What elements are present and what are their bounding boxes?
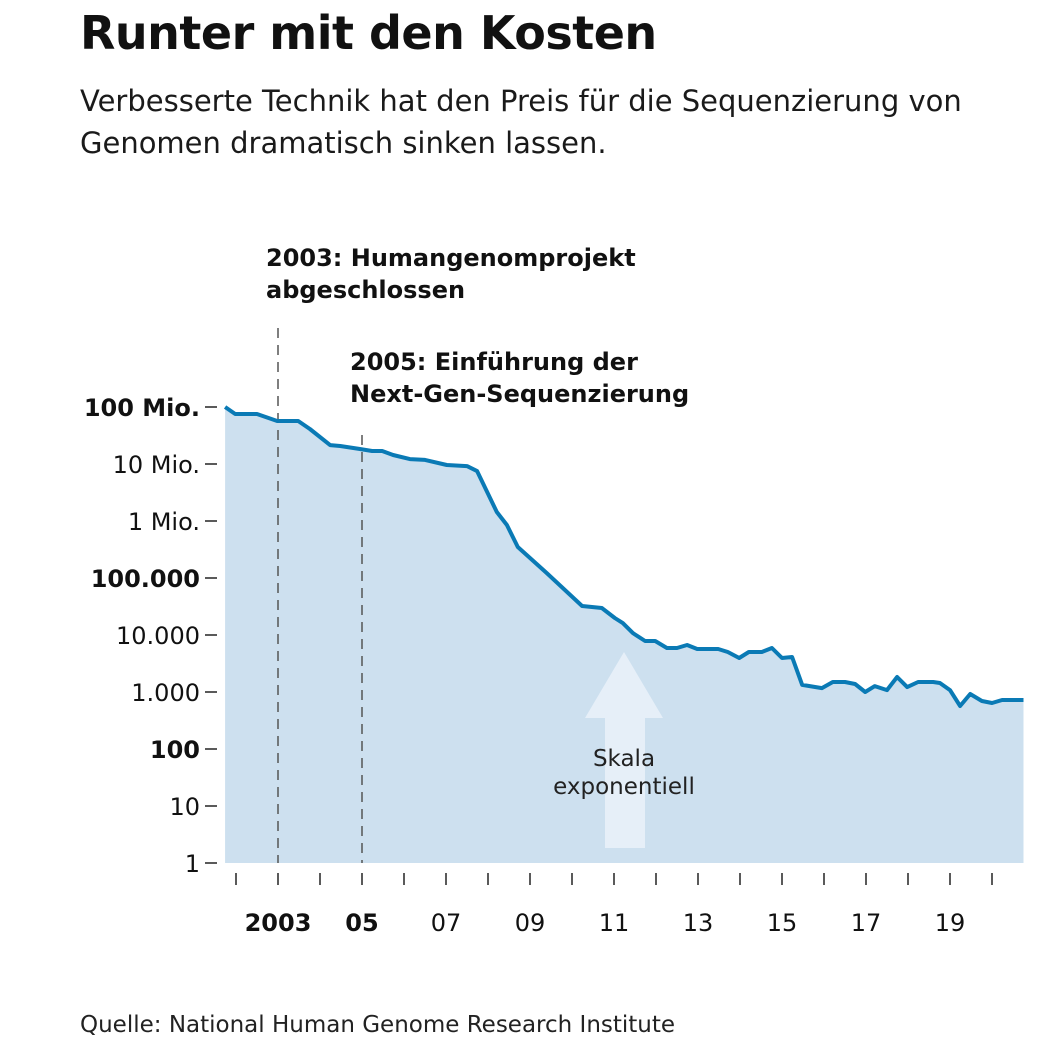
x-tick-label: 13 — [683, 909, 714, 937]
area-fill — [225, 407, 1024, 863]
annotation-label: Next-Gen-Sequenzierung — [350, 380, 689, 408]
y-tick-label: 1 — [185, 850, 200, 878]
y-tick-label: 10 — [169, 793, 200, 821]
x-tick-label: 11 — [599, 909, 630, 937]
y-tick-label: 100.000 — [91, 565, 200, 593]
chart-title: Runter mit den Kosten — [80, 6, 657, 60]
annotation-label: 2003: Humangenomprojekt — [266, 244, 636, 272]
scale-note-line2: exponentiell — [553, 774, 695, 800]
annotation-label: abgeschlossen — [266, 276, 465, 304]
annotation-label: 2005: Einführung der — [350, 348, 638, 376]
x-tick-label: 17 — [851, 909, 882, 937]
y-tick-label: 100 Mio. — [84, 394, 200, 422]
x-tick-label: 2003 — [245, 909, 312, 937]
y-tick-label: 10.000 — [116, 622, 200, 650]
x-tick-label: 05 — [345, 909, 378, 937]
scale-note-line1: Skala — [593, 746, 655, 772]
chart-subtitle: Verbesserte Technik hat den Preis für di… — [80, 84, 962, 160]
y-tick-label: 10 Mio. — [113, 451, 200, 479]
x-tick-label: 15 — [767, 909, 798, 937]
y-tick-label: 100 — [150, 736, 200, 764]
y-tick-label: 1 Mio. — [128, 508, 200, 536]
scale-arrow — [585, 652, 663, 848]
source-note: Quelle: National Human Genome Research I… — [80, 1012, 676, 1038]
x-tick-label: 07 — [431, 909, 462, 937]
x-tick-label: 19 — [935, 909, 966, 937]
y-tick-label: 1.000 — [131, 679, 200, 707]
x-tick-label: 09 — [515, 909, 546, 937]
